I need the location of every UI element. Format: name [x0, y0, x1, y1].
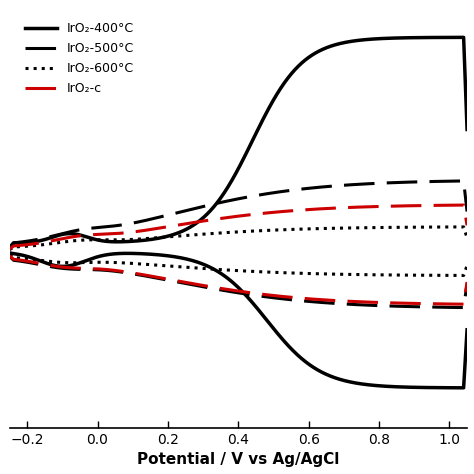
X-axis label: Potential / V vs Ag/AgCl: Potential / V vs Ag/AgCl — [137, 452, 339, 467]
Legend: IrO₂-400°C, IrO₂-500°C, IrO₂-600°C, IrO₂-c: IrO₂-400°C, IrO₂-500°C, IrO₂-600°C, IrO₂… — [20, 18, 139, 100]
